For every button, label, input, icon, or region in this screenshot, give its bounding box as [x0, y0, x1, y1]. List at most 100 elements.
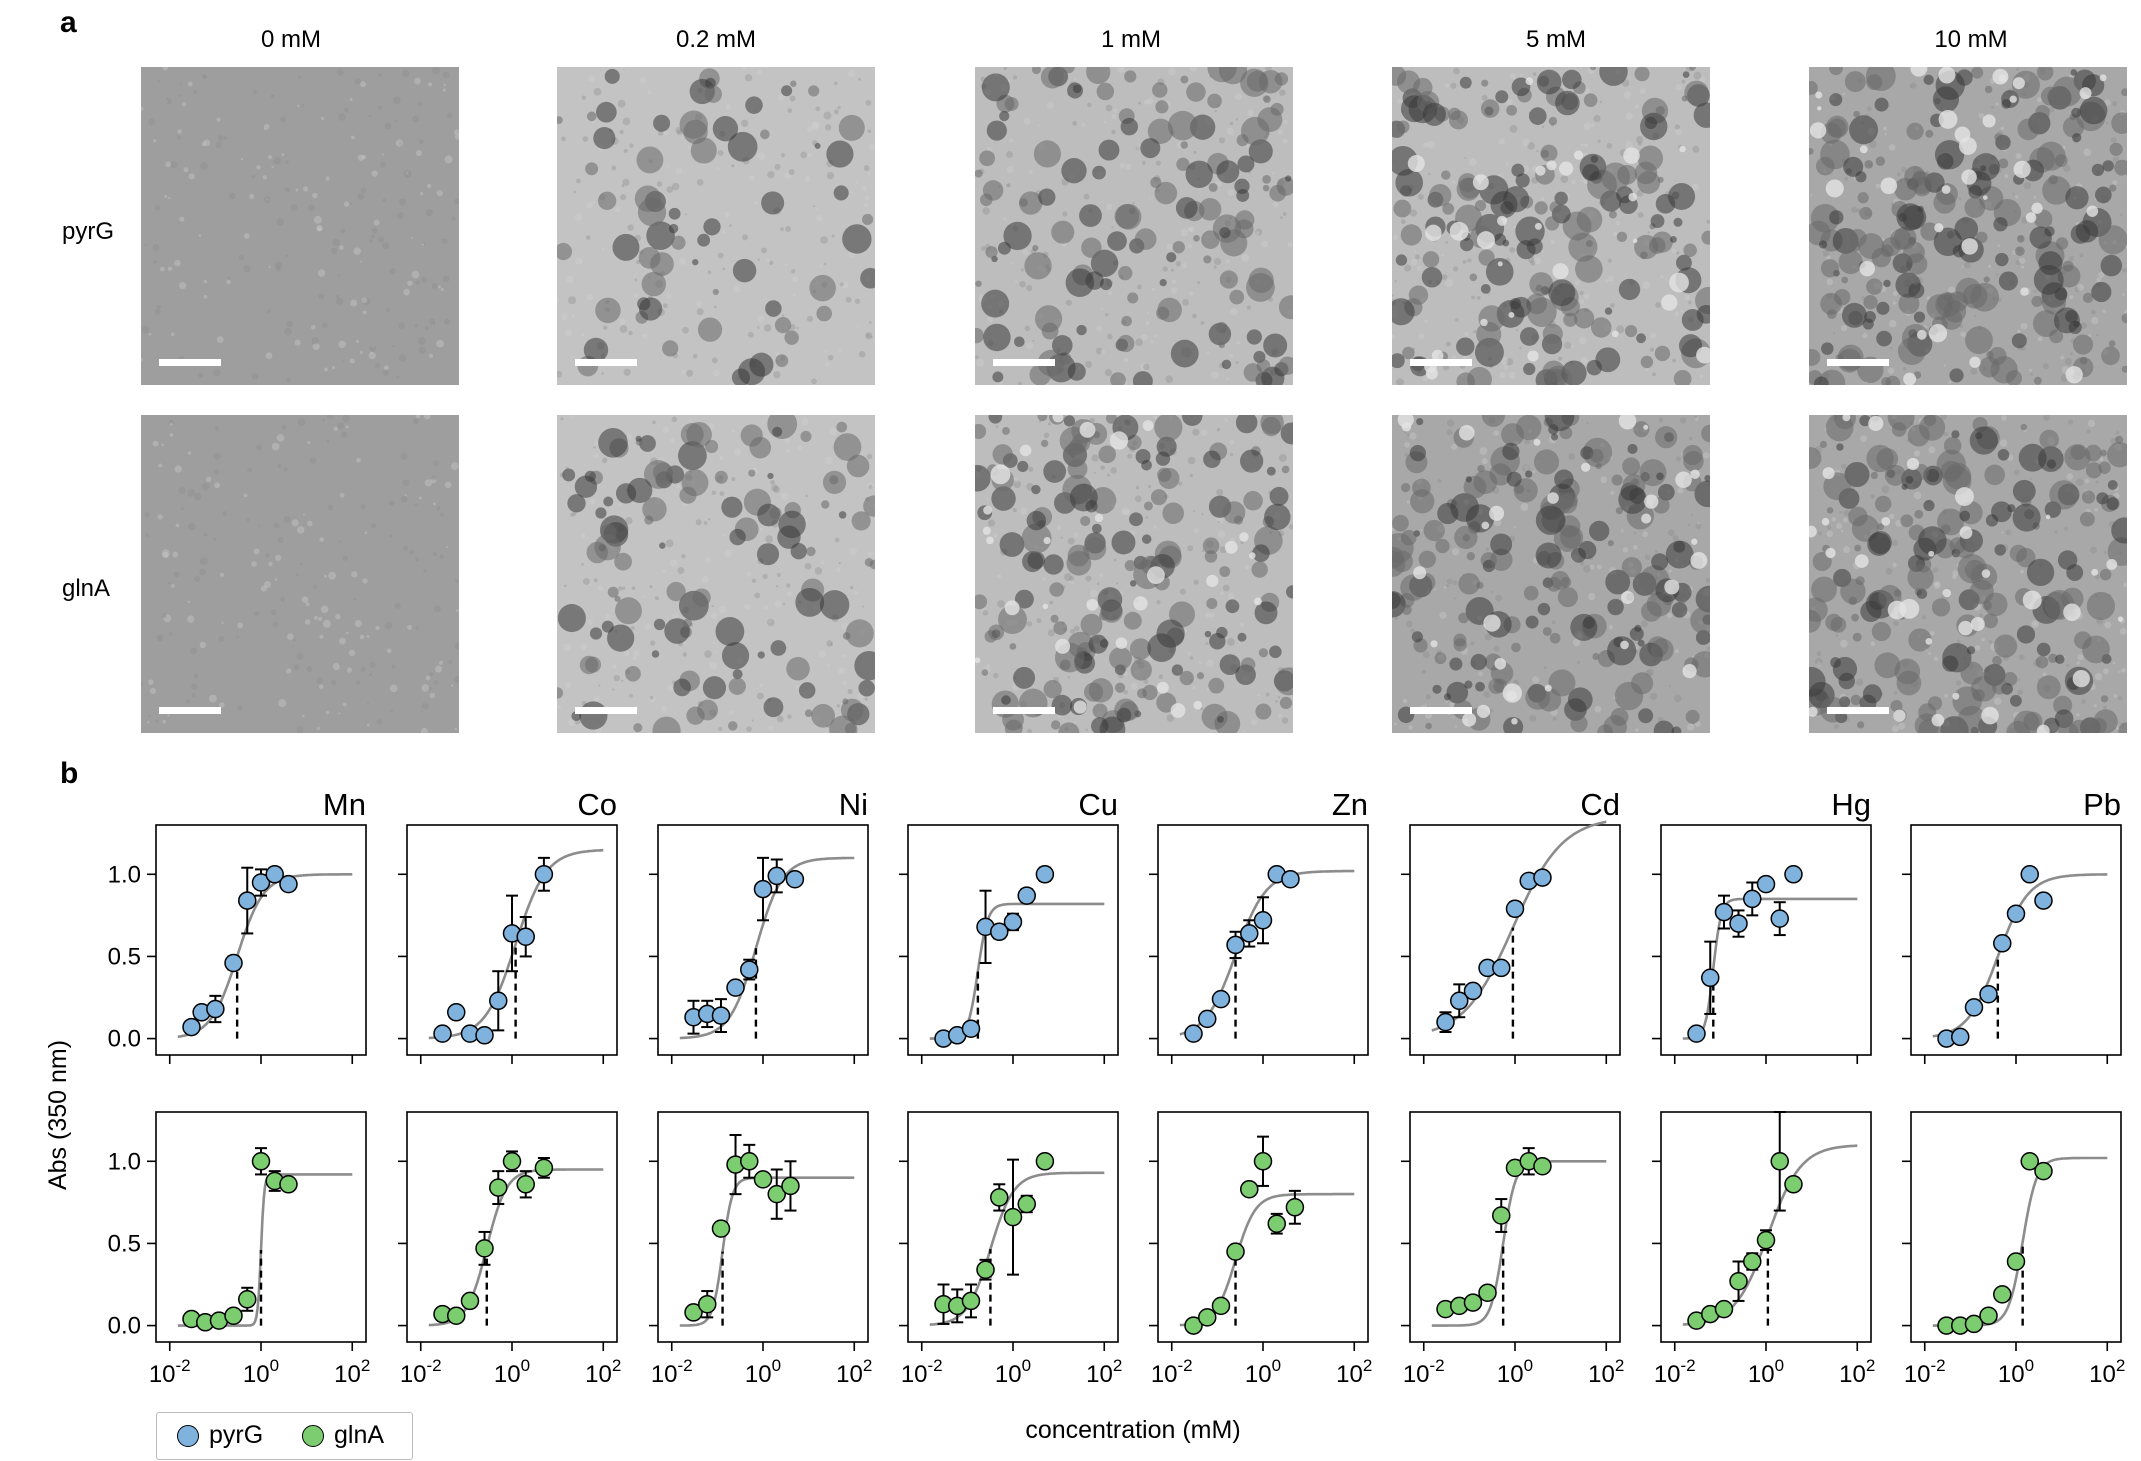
y-axis-label: Abs (350 nm) — [44, 1040, 72, 1190]
metal-title-Ni: Ni — [839, 787, 868, 822]
legend-marker-glnA — [302, 1424, 324, 1447]
data-point-pyrG-Hg-1 — [1700, 968, 1720, 988]
data-point-pyrG-Cu-2 — [961, 1019, 981, 1038]
data-point-glnA-Hg-5 — [1756, 1230, 1776, 1250]
data-point-glnA-Zn-6 — [1267, 1214, 1286, 1233]
fit-curve-glnA-Co — [428, 1168, 604, 1327]
fit-curve-glnA-Pb — [1932, 1156, 2108, 1327]
x-tick-label: 102 — [1086, 1356, 1122, 1388]
data-point-glnA-Zn-4 — [1240, 1179, 1259, 1199]
data-point-glnA-Cu-2 — [961, 1291, 981, 1311]
data-point-pyrG-Pb-3 — [1979, 984, 1998, 1004]
data-point-pyrG-Cd-4 — [1492, 958, 1511, 978]
data-point-pyrG-Mn-2 — [206, 999, 225, 1019]
scale-bar — [159, 359, 221, 366]
data-point-pyrG-Cd-7 — [1533, 868, 1552, 887]
data-point-pyrG-Mn-4 — [238, 891, 257, 910]
y-tick-label: 0.0 — [108, 1026, 141, 1053]
x-tick-label: 102 — [836, 1356, 872, 1388]
data-point-pyrG-Pb-1 — [1950, 1027, 1970, 1047]
metal-title-Cd: Cd — [1580, 787, 1620, 822]
conc-label-2: 1 mM — [1101, 26, 1161, 53]
legend-label-glnA: glnA — [334, 1421, 385, 1449]
scale-bar — [575, 359, 637, 366]
data-point-pyrG-Zn-1 — [1197, 1009, 1217, 1029]
data-point-glnA-Cd-3 — [1478, 1283, 1497, 1302]
data-point-pyrG-Co-7 — [534, 865, 554, 884]
data-point-pyrG-Pb-2 — [1964, 998, 1984, 1017]
plot-frame-pyrG-Cu — [907, 824, 1119, 1056]
data-point-glnA-Cu-3 — [976, 1260, 995, 1279]
data-point-glnA-Cd-4 — [1492, 1206, 1511, 1225]
data-point-pyrG-Co-6 — [516, 927, 535, 946]
data-point-pyrG-Pb-5 — [2006, 904, 2026, 923]
x-tick-label: 100 — [1497, 1356, 1533, 1388]
conc-label-0: 0 mM — [261, 26, 321, 53]
data-point-pyrG-Ni-6 — [767, 866, 786, 886]
metal-title-Cu: Cu — [1078, 787, 1118, 822]
data-point-glnA-Ni-1 — [697, 1294, 717, 1314]
data-point-glnA-Cd-7 — [1533, 1156, 1552, 1176]
y-tick-label: 0.5 — [108, 1230, 141, 1257]
conc-label-3: 5 mM — [1526, 26, 1586, 53]
data-point-pyrG-Zn-7 — [1281, 869, 1300, 889]
plot-frame-glnA-Pb — [1910, 1111, 2122, 1343]
data-point-pyrG-Mn-0 — [182, 1017, 201, 1037]
data-point-pyrG-Ni-7 — [785, 869, 805, 889]
data-point-glnA-Ni-5 — [753, 1170, 773, 1189]
data-point-pyrG-Mn-6 — [265, 865, 284, 884]
tem-image-pyrG-2 — [975, 67, 1293, 385]
fit-curve-pyrG-Pb — [1932, 873, 2108, 1038]
data-point-pyrG-Hg-3 — [1729, 914, 1748, 933]
data-point-glnA-Ni-0 — [684, 1303, 703, 1322]
x-tick-label: 102 — [1839, 1356, 1875, 1388]
data-point-glnA-Zn-5 — [1253, 1152, 1273, 1171]
data-point-glnA-Pb-7 — [2034, 1161, 2053, 1181]
metal-title-Pb: Pb — [2083, 787, 2121, 822]
data-point-pyrG-Ni-4 — [740, 960, 759, 979]
row-label-glnA: glnA — [62, 575, 111, 602]
legend-label-pyrG: pyrG — [209, 1421, 264, 1449]
legend-item-glnA: glnA — [302, 1421, 384, 1450]
data-point-pyrG-Cd-0 — [1436, 1012, 1455, 1032]
metal-title-Co: Co — [577, 787, 617, 822]
data-point-glnA-Cd-2 — [1463, 1293, 1483, 1312]
data-point-glnA-Mn-4 — [238, 1290, 257, 1309]
data-point-pyrG-Co-4 — [489, 991, 508, 1011]
legend: pyrG glnA — [156, 1412, 413, 1460]
data-point-glnA-Mn-5 — [251, 1152, 271, 1171]
panel-a-letter: a — [60, 6, 77, 39]
fit-curve-glnA-Mn — [177, 1173, 353, 1327]
y-tick-label: 1.0 — [108, 861, 141, 888]
data-point-glnA-Hg-4 — [1743, 1252, 1762, 1271]
x-tick-label: 10-2 — [1654, 1356, 1696, 1388]
data-point-pyrG-Ni-2 — [711, 1006, 731, 1025]
tem-image-pyrG-0 — [141, 67, 459, 385]
data-point-glnA-Zn-1 — [1197, 1308, 1217, 1327]
data-point-pyrG-Hg-4 — [1743, 889, 1762, 909]
tem-image-glnA-2 — [975, 415, 1293, 733]
data-point-glnA-Cu-4 — [990, 1188, 1009, 1207]
data-point-glnA-Zn-0 — [1184, 1316, 1203, 1335]
x-tick-label: 10-2 — [1151, 1356, 1193, 1388]
data-point-pyrG-Hg-2 — [1714, 902, 1734, 922]
data-point-glnA-Ni-4 — [740, 1152, 759, 1171]
data-point-glnA-Zn-7 — [1285, 1198, 1305, 1217]
x-tick-label: 10-2 — [901, 1356, 943, 1388]
data-point-glnA-Co-3 — [475, 1239, 494, 1258]
fit-curve-glnA-Cu — [929, 1171, 1105, 1326]
data-point-pyrG-Ni-3 — [726, 978, 745, 997]
legend-marker-pyrG — [177, 1424, 199, 1447]
x-tick-label: 10-2 — [400, 1356, 442, 1388]
data-point-glnA-Pb-4 — [1993, 1285, 2012, 1304]
data-point-pyrG-Zn-4 — [1240, 924, 1259, 943]
data-point-glnA-Ni-7 — [781, 1176, 800, 1196]
data-point-pyrG-Cd-2 — [1463, 981, 1483, 1001]
x-axis-label: concentration (mM) — [1025, 1416, 1240, 1444]
data-point-glnA-Cu-7 — [1035, 1152, 1055, 1171]
tem-image-glnA-4 — [1809, 415, 2127, 733]
row-label-pyrG: pyrG — [62, 218, 115, 245]
tem-image-pyrG-3 — [1392, 67, 1710, 385]
data-point-pyrG-Hg-7 — [1784, 865, 1803, 884]
data-point-pyrG-Mn-5 — [251, 873, 271, 892]
